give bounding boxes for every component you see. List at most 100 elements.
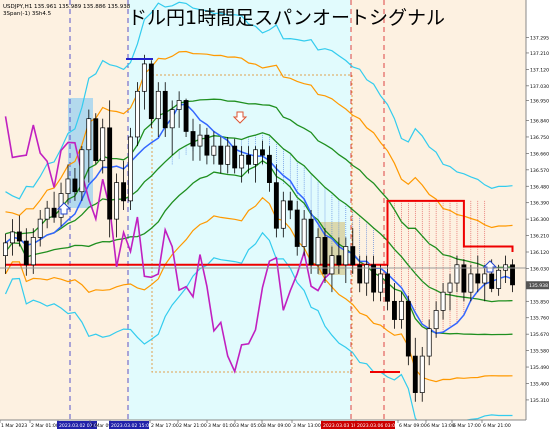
x-tick-label: 6 Mar 13:00 [427,423,455,429]
band-middle-green [5,132,513,303]
y-tick-label: 137.030 [530,84,549,90]
symbol-info-line: USDJPY,H1 135.961 135.989 135.886 135.93… [3,4,131,10]
x-axis-ticks: 1 Mar 2023 2 Mar 01:00 2023.03.02 07:002 M… [0,420,511,429]
candle-bull [239,154,245,169]
y-tick-label: 136.750 [530,135,549,141]
lagging-span-line [4,116,333,374]
y-tick-label: 136.390 [530,201,549,207]
candle-bear [273,182,279,229]
candle-bull [114,182,120,220]
candle-bear [322,237,328,275]
session-zone-cyan [129,0,351,420]
candle-bull [329,255,335,275]
candle-bull [482,273,488,284]
candle-bull [419,355,425,393]
band-lower-orange [4,196,513,383]
candle-bear [93,118,99,162]
candle-bear [461,264,467,293]
candle-bull [301,218,307,247]
candle-bull [440,291,446,311]
band-upper-green [5,98,513,270]
candle-bear [107,127,113,220]
candle-bull [433,310,439,330]
y-tick-label: 136.120 [530,250,549,256]
candle-bull [343,246,349,266]
up-arrow-icon [56,202,72,215]
candle-bear [371,264,377,293]
y-tick-label: 136.030 [530,266,549,272]
y-tick-label: 136.570 [530,168,549,174]
current-price-label: 135.938 [529,283,548,289]
indicator-info-line: 3Span(-1) 3Sh4.5 [3,11,52,17]
candle-bear [16,231,22,242]
candle-bull [496,269,502,289]
current-price-badge [526,281,549,290]
x-tick-label: 2023.03.06 03:00 [357,423,398,429]
band-layer [4,1,514,430]
y-tick-label: 135.760 [530,316,549,322]
y-tick-label: 136.840 [530,119,549,125]
candle-bull [79,149,85,193]
x-tick-label: 3 Mar 13:00 [293,423,321,429]
y-tick-label: 136.480 [530,184,549,190]
candle-bull [280,200,286,229]
candle-bull [37,218,43,238]
candle-bear [357,264,363,284]
fast-ma-blue [5,103,513,335]
y-tick-label: 136.660 [530,151,549,157]
candle-bull [86,118,92,151]
candle-bull [211,145,217,156]
candle-bull [135,90,140,138]
candle-bear [475,273,481,284]
x-tick-highlight [355,421,395,429]
candle-bull [315,237,321,266]
candle-bear [218,145,224,165]
candle-bear [510,264,515,286]
candle-bull [169,109,175,129]
candle-bear [162,90,168,129]
candle-bull [253,149,258,165]
candle-bull [44,207,50,220]
x-tick-highlight [57,421,97,429]
x-tick-label: 2 Mar 01:00 [31,423,59,429]
y-tick-label: 135.400 [530,381,549,387]
price-axis [526,0,549,420]
candle-bear [412,355,418,393]
y-tick-label: 136.950 [530,98,549,104]
candle-bear [72,178,78,193]
candle-bull [426,328,432,357]
x-tick-label: 6 Mar 21:00 [483,423,511,429]
down-arrow-icon [232,111,248,124]
x-tick-label: 2023.03.03 19:00 [323,423,364,429]
candle-bull [447,282,453,293]
y-axis-ticks: 137.295 137.210 137.120 137.030 136.950 136.8… [526,35,549,404]
lagging-span-layer [4,116,333,374]
y-tick-label: 137.295 [530,35,549,41]
x-tick-label: 3 Mar 05:00 [236,423,264,429]
up-arrow-icon [482,260,498,273]
y-tick-label: 137.120 [530,67,549,73]
candle-bull [454,264,460,284]
candle-bear [260,149,265,156]
candle-bear [287,200,293,211]
x-tick-highlight [109,421,149,429]
x-tick-label: 2023.03.02 07:00 [59,423,100,429]
candle-bull [141,63,147,92]
y-tick-label: 135.670 [530,332,549,338]
candle-bear [385,273,390,302]
y-tick-label: 135.310 [530,398,549,404]
x-tick-label: 2023.03.02 15:00 [111,423,152,429]
candle-bear [183,100,189,132]
candle-bull [468,273,474,293]
candle-bull [100,127,106,162]
candle-bear [489,273,495,289]
y-tick-label: 135.850 [530,299,549,305]
candle-bear [405,300,411,357]
candle-bull [128,136,133,202]
candle-bull [3,242,8,257]
candle-bull [30,237,36,266]
candle-bull [176,100,182,110]
candle-bear [246,154,252,165]
candle-bear [232,145,238,169]
